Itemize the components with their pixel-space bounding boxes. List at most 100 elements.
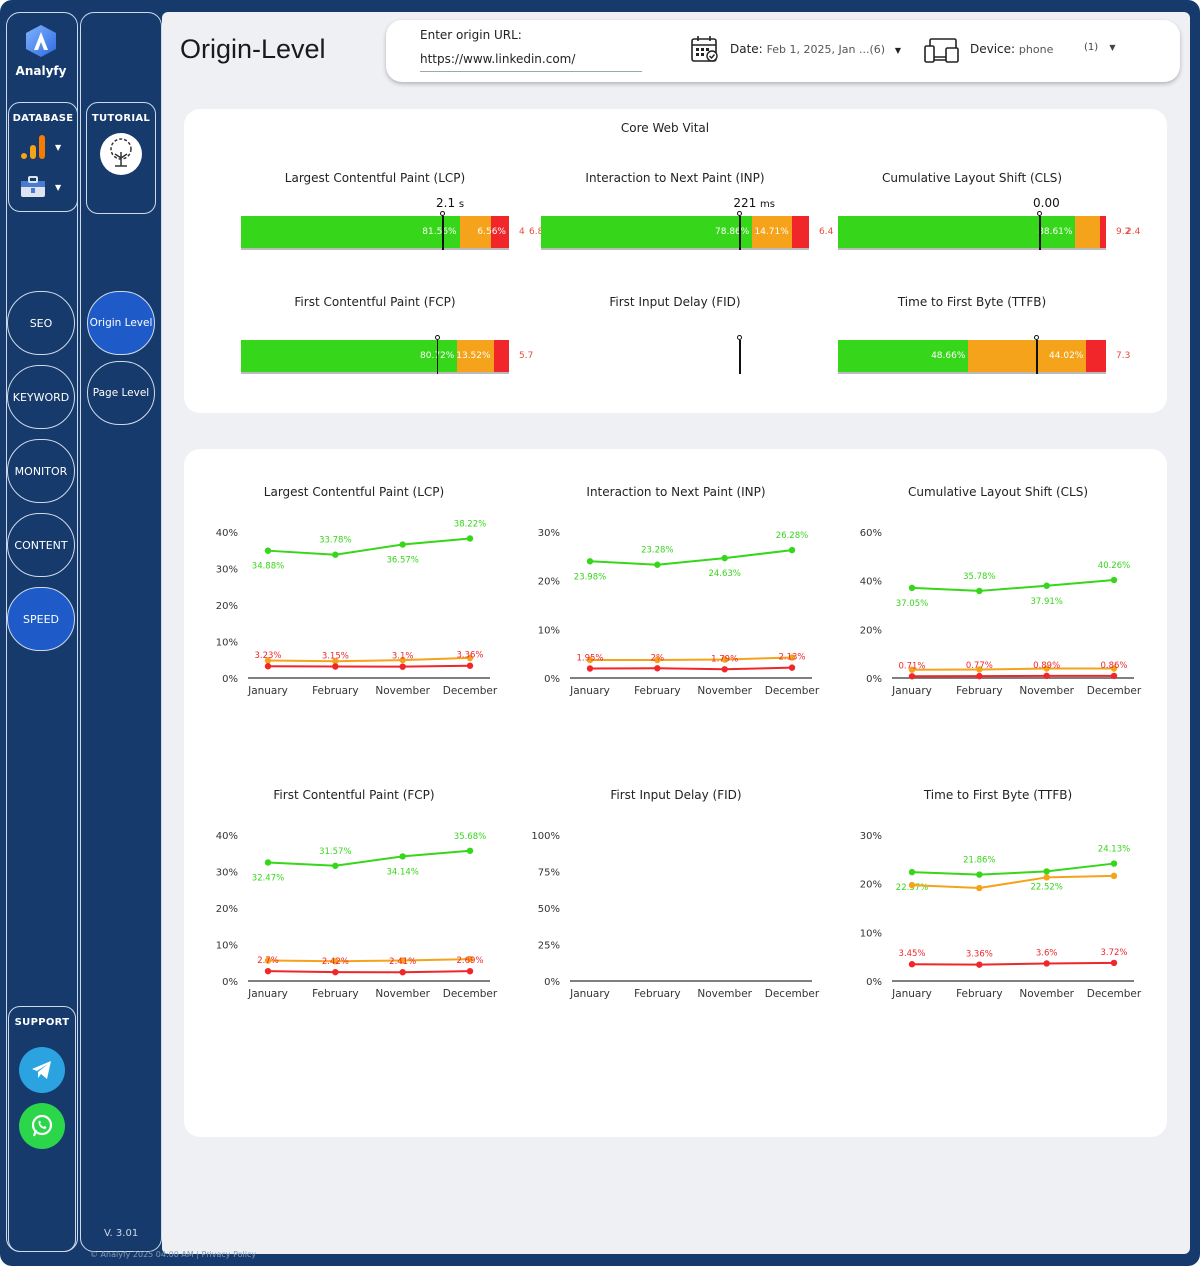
x-tick-label: February — [312, 685, 359, 697]
data-point[interactable] — [908, 961, 916, 968]
poor-segment[interactable] — [791, 216, 809, 248]
needs-improvement-segment[interactable]: 44.02% — [968, 340, 1087, 372]
series-line — [267, 958, 471, 963]
data-point[interactable] — [466, 955, 474, 963]
data-point[interactable] — [976, 666, 983, 673]
data-point[interactable] — [654, 561, 661, 568]
data-point[interactable] — [1110, 860, 1118, 867]
date-filter[interactable]: Date: Feb 1, 2025, Jan ...(6) ▼ — [730, 42, 901, 56]
value-marker-dot — [737, 335, 743, 340]
data-point[interactable] — [908, 584, 916, 592]
good-segment[interactable]: 78.86% — [541, 216, 753, 248]
data-point[interactable] — [976, 587, 983, 595]
subnav-origin-level[interactable]: Origin Level — [87, 291, 155, 355]
data-point[interactable] — [908, 673, 916, 680]
nav-keyword[interactable]: KEYWORD — [7, 365, 75, 429]
nav-monitor[interactable]: MONITOR — [7, 439, 75, 503]
device-filter[interactable]: Device: phone — [970, 42, 1053, 56]
data-point[interactable] — [1043, 582, 1050, 589]
data-point[interactable] — [654, 656, 661, 664]
tutorial-panel[interactable]: TUTORIAL — [86, 102, 156, 214]
data-point[interactable] — [466, 967, 474, 975]
origin-url-input[interactable]: https://www.linkedin.com/ — [420, 52, 642, 72]
data-point[interactable] — [332, 663, 339, 670]
data-point[interactable] — [466, 847, 474, 854]
x-tick-label: February — [634, 685, 681, 697]
data-point[interactable] — [332, 551, 339, 558]
data-point[interactable] — [1110, 872, 1118, 880]
data-point[interactable] — [1110, 959, 1118, 967]
console-selector[interactable]: ▼ — [19, 175, 61, 199]
data-point[interactable] — [1043, 672, 1050, 680]
needs-improvement-segment[interactable] — [1075, 216, 1100, 248]
data-point[interactable] — [976, 961, 983, 968]
telegram-button[interactable] — [19, 1047, 65, 1093]
good-segment[interactable]: 88.61% — [838, 216, 1076, 248]
data-point[interactable] — [1043, 874, 1050, 881]
data-point[interactable] — [399, 663, 406, 670]
data-point[interactable] — [332, 658, 339, 665]
data-point[interactable] — [1043, 960, 1050, 967]
logo[interactable]: Analyfy — [8, 24, 74, 78]
good-segment[interactable]: 80.72% — [241, 340, 458, 372]
data-point[interactable] — [721, 554, 728, 562]
data-point[interactable] — [1110, 665, 1118, 672]
nav-speed[interactable]: SPEED — [7, 587, 75, 651]
nav-seo[interactable]: SEO — [7, 291, 75, 355]
data-label: 2.42% — [322, 957, 349, 967]
data-point[interactable] — [332, 862, 339, 869]
data-point[interactable] — [654, 665, 661, 672]
poor-segment[interactable]: 6.56% — [477, 216, 509, 248]
device-count[interactable]: (1) ▼ — [1084, 42, 1116, 53]
data-point[interactable] — [586, 656, 594, 664]
data-point[interactable] — [264, 957, 272, 964]
data-point[interactable] — [1110, 576, 1118, 584]
subnav-page-level[interactable]: Page Level — [87, 361, 155, 425]
data-point[interactable] — [466, 654, 474, 662]
data-point[interactable] — [976, 871, 983, 878]
data-point[interactable] — [976, 884, 983, 892]
data-point[interactable] — [586, 665, 594, 672]
x-tick-label: February — [312, 988, 359, 1000]
data-point[interactable] — [908, 868, 916, 876]
poor-segment[interactable] — [1086, 340, 1106, 372]
needs-improvement-segment[interactable]: 13.52% — [456, 340, 494, 372]
poor-segment[interactable] — [1099, 216, 1106, 248]
data-point[interactable] — [264, 657, 272, 664]
data-point[interactable] — [332, 958, 339, 965]
data-point[interactable] — [399, 957, 406, 964]
whatsapp-button[interactable] — [19, 1103, 65, 1149]
data-point[interactable] — [721, 666, 728, 673]
data-point[interactable] — [399, 853, 406, 860]
nav-content[interactable]: CONTENT — [7, 513, 75, 577]
data-point[interactable] — [399, 541, 406, 548]
data-point[interactable] — [1043, 665, 1050, 672]
data-point[interactable] — [908, 881, 916, 889]
data-point[interactable] — [788, 546, 796, 554]
data-point[interactable] — [976, 672, 983, 680]
data-label: 23.98% — [574, 572, 606, 582]
needs-improvement-segment[interactable] — [459, 216, 492, 248]
data-point[interactable] — [466, 535, 474, 542]
needs-improvement-segment[interactable]: 14.71% — [752, 216, 792, 248]
data-point[interactable] — [788, 664, 796, 671]
good-segment[interactable]: 48.66% — [838, 340, 969, 372]
data-point[interactable] — [399, 656, 406, 664]
data-point[interactable] — [264, 663, 272, 670]
good-segment[interactable]: 81.56% — [241, 216, 460, 248]
data-point[interactable] — [332, 968, 339, 976]
data-point[interactable] — [1110, 672, 1118, 680]
y-tick-label: 10% — [216, 638, 238, 649]
data-point[interactable] — [399, 969, 406, 976]
data-point[interactable] — [264, 967, 272, 975]
data-point[interactable] — [721, 656, 728, 663]
poor-segment[interactable] — [493, 340, 509, 372]
data-point[interactable] — [586, 558, 594, 565]
data-point[interactable] — [466, 662, 474, 669]
analytics-selector[interactable]: ▼ — [19, 133, 61, 161]
data-point[interactable] — [264, 859, 272, 866]
data-point[interactable] — [908, 666, 916, 673]
data-point[interactable] — [1043, 868, 1050, 875]
data-point[interactable] — [264, 547, 272, 554]
data-point[interactable] — [788, 654, 796, 661]
